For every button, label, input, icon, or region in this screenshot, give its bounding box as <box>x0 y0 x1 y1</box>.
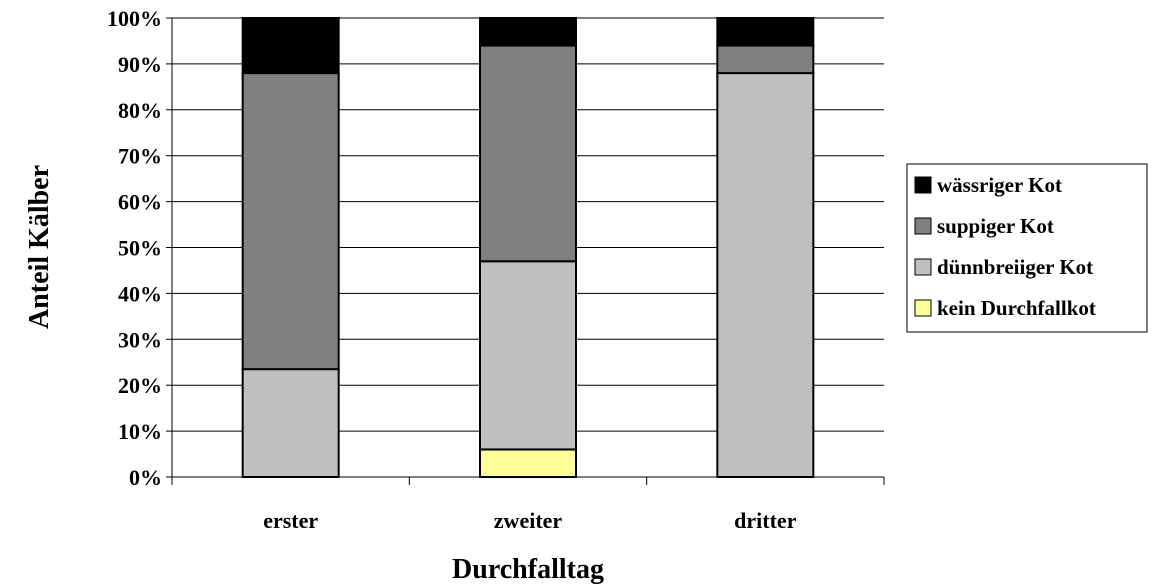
legend-swatch <box>914 217 932 235</box>
legend-swatch <box>914 258 932 276</box>
y-tick-label: 60% <box>118 190 162 215</box>
legend-label: dünnbreiiger Kot <box>937 255 1093 279</box>
bar-segment-kein-durchfallkot <box>479 448 577 478</box>
x-tick-labels: erster zweiter dritter <box>263 508 797 533</box>
y-tick-label: 80% <box>118 98 162 123</box>
bar-segment-suppiger-kot <box>479 44 577 263</box>
legend-label: wässriger Kot <box>937 173 1062 197</box>
bar-segment-d-nnbreiiger-kot <box>479 260 577 451</box>
y-tick-label: 20% <box>118 373 162 398</box>
y-tick-label: 100% <box>107 6 162 31</box>
legend-label: suppiger Kot <box>937 214 1054 238</box>
y-tick-label: 50% <box>118 236 162 261</box>
x-tick-label: zweiter <box>494 508 563 533</box>
legend: wässriger Kot suppiger Kot dünnbreiiger Ko… <box>906 163 1148 333</box>
y-tick-label: 30% <box>118 327 162 352</box>
legend-swatch <box>914 299 932 317</box>
x-axis-title: Durchfalltag <box>452 554 604 585</box>
bar-segment-w-ssriger-kot <box>241 17 340 75</box>
legend-box <box>906 163 1148 333</box>
bar-segment-w-ssriger-kot <box>716 17 815 47</box>
bar-segment-d-nnbreiiger-kot <box>716 72 815 479</box>
x-tick-label: dritter <box>734 508 797 533</box>
bar-segment-suppiger-kot <box>241 72 340 371</box>
y-tick-label: 40% <box>118 281 162 306</box>
axes <box>166 17 885 485</box>
y-tick-label: 10% <box>118 419 162 444</box>
bar-segment-d-nnbreiiger-kot <box>241 368 340 479</box>
bar-segment-w-ssriger-kot <box>479 17 577 47</box>
bar-segment-suppiger-kot <box>716 44 815 75</box>
y-tick-labels: 0% 10% 20% 30% 40% 50% 60% 70% 80% 90% 100% <box>107 6 162 490</box>
y-tick-label: 90% <box>118 52 162 77</box>
y-tick-label: 0% <box>129 465 162 490</box>
legend-label: kein Durchfallkot <box>937 296 1096 320</box>
legend-swatch <box>914 176 932 194</box>
y-axis-title: Anteil Kälber <box>24 165 55 329</box>
x-tick-label: erster <box>263 508 318 533</box>
bars <box>241 17 815 479</box>
y-tick-label: 70% <box>118 144 162 169</box>
